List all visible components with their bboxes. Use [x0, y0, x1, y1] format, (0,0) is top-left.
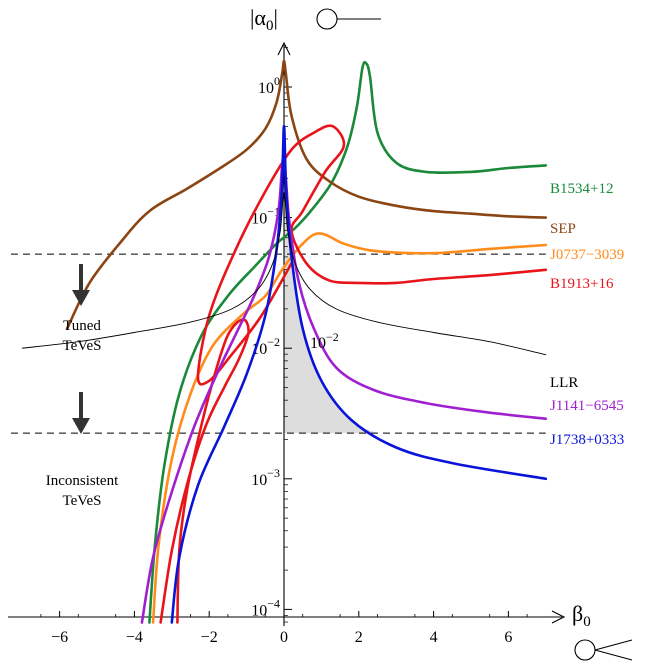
series-line-b1913-16: [159, 318, 250, 624]
series-line-j1738-0333: [170, 124, 548, 624]
x-tick-label: 0: [280, 629, 288, 646]
series-line-b1913-16: [196, 124, 548, 386]
double-line-vertex-icon-lines: [594, 639, 633, 661]
series-label: J1738+0333: [550, 432, 624, 448]
x-axis-title: β0: [572, 601, 591, 630]
inconsistent-teves-label: Inconsistent: [46, 473, 119, 489]
single-line-vertex-icon: [316, 8, 338, 30]
dashed-lines-layer: [10, 253, 546, 434]
y-tick-label: 100: [258, 74, 280, 97]
series-line-j1141-6545: [140, 150, 548, 624]
x-tick-label: 4: [430, 629, 438, 646]
double-line-vertex-icon: [574, 639, 596, 661]
labels-layer: B1534+12 SEP J0737−3039 B1913+16 J1141−6545 J…: [46, 181, 625, 509]
shaded-region-layer: [284, 119, 378, 434]
y-tick-label: 10−4: [251, 596, 280, 619]
series-label: J0737−3039: [550, 247, 624, 263]
y-axis-arrow: [277, 41, 291, 56]
x-tick-label: 6: [504, 629, 512, 646]
series-label: J1141−6545: [550, 398, 624, 414]
series-layer: [21, 59, 548, 624]
x-tick-label: 2: [355, 629, 363, 646]
x-tick-label: −2: [201, 629, 218, 646]
series-line-llr: [21, 191, 547, 356]
shaded-region: [284, 119, 378, 434]
inconsistent-teves-arrow-head: [72, 418, 90, 434]
series-label: B1913+16: [550, 276, 614, 292]
series-label: B1534+12: [550, 181, 613, 197]
series-label: LLR: [550, 375, 578, 391]
y-axis-title: |α0|: [250, 5, 278, 34]
series-label: SEP: [550, 221, 576, 237]
inconsistent-teves-label: TeVeS: [63, 493, 102, 509]
y-tick-label: 10−3: [251, 466, 280, 489]
tuned-teves-label: TeVeS: [63, 338, 102, 354]
x-tick-label: −4: [126, 629, 143, 646]
tuned-teves-arrow-head: [72, 290, 90, 306]
llr-annotation-label: 10−2: [310, 330, 339, 352]
tuned-teves-label: Tuned: [63, 318, 101, 334]
x-axis-arrow: [551, 610, 566, 624]
series-line-b1534-12: [148, 60, 548, 624]
series-line-sep: [65, 59, 548, 330]
x-tick-label: −6: [51, 629, 68, 646]
